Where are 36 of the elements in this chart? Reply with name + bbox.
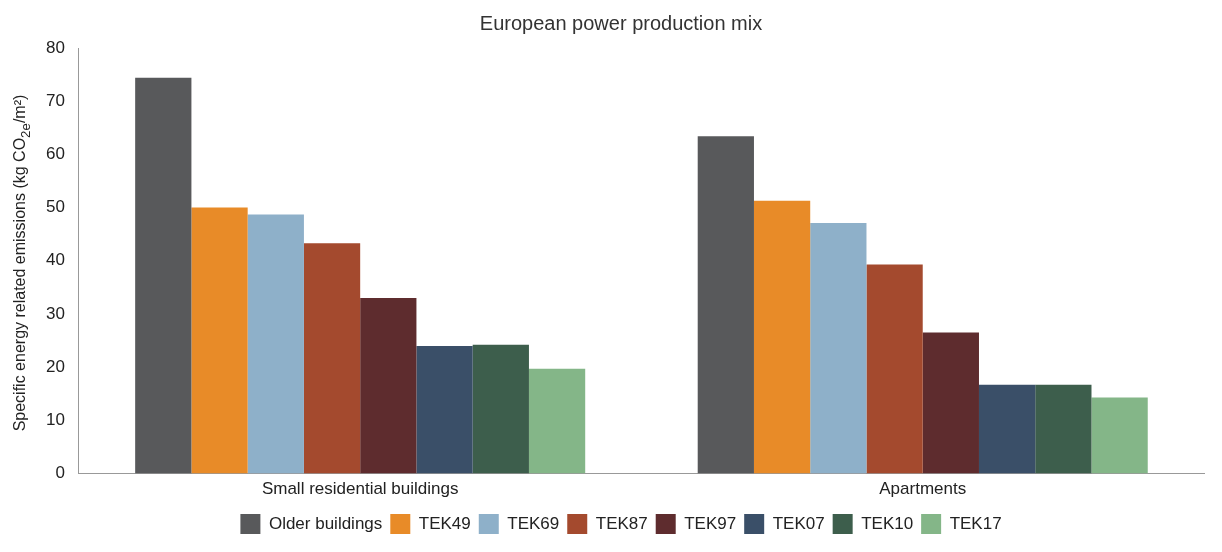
bar	[978, 384, 1036, 474]
bar	[528, 368, 586, 474]
bar	[922, 332, 979, 474]
x-tick-label: Apartments	[879, 479, 967, 499]
chart-title: European power production mix	[479, 11, 763, 34]
bar	[753, 200, 811, 474]
y-tick-label: 20	[45, 356, 65, 376]
x-tick-label: Small residential buildings	[261, 479, 459, 499]
bar	[416, 345, 473, 474]
legend-label: TEK69	[507, 513, 560, 533]
legend-label: Older buildings	[268, 513, 383, 533]
bar	[1035, 384, 1092, 474]
bar	[247, 214, 304, 474]
legend-label: TEK49	[418, 513, 471, 533]
legend-label: TEK10	[861, 513, 914, 533]
y-tick-label: 60	[45, 144, 65, 164]
y-tick-label: 10	[45, 410, 65, 430]
bar	[866, 264, 923, 474]
legend-label: TEK97	[684, 513, 737, 533]
bar	[810, 223, 867, 474]
y-tick-label: 70	[45, 90, 65, 110]
legend-label: TEK87	[595, 513, 648, 533]
y-tick-label: 30	[45, 303, 65, 323]
bar	[303, 243, 361, 474]
bar	[135, 77, 192, 474]
bar	[697, 136, 754, 474]
bar	[472, 344, 529, 474]
y-tick-label: 80	[45, 37, 65, 57]
y-tick-label: 0	[55, 463, 65, 483]
y-tick-label: 50	[45, 197, 65, 217]
bar	[360, 298, 417, 474]
legend-label: TEK07	[772, 513, 825, 533]
legend-label: TEK17	[949, 513, 1002, 533]
y-tick-label: 40	[45, 250, 65, 270]
bar	[191, 207, 248, 474]
bar	[1091, 397, 1148, 474]
